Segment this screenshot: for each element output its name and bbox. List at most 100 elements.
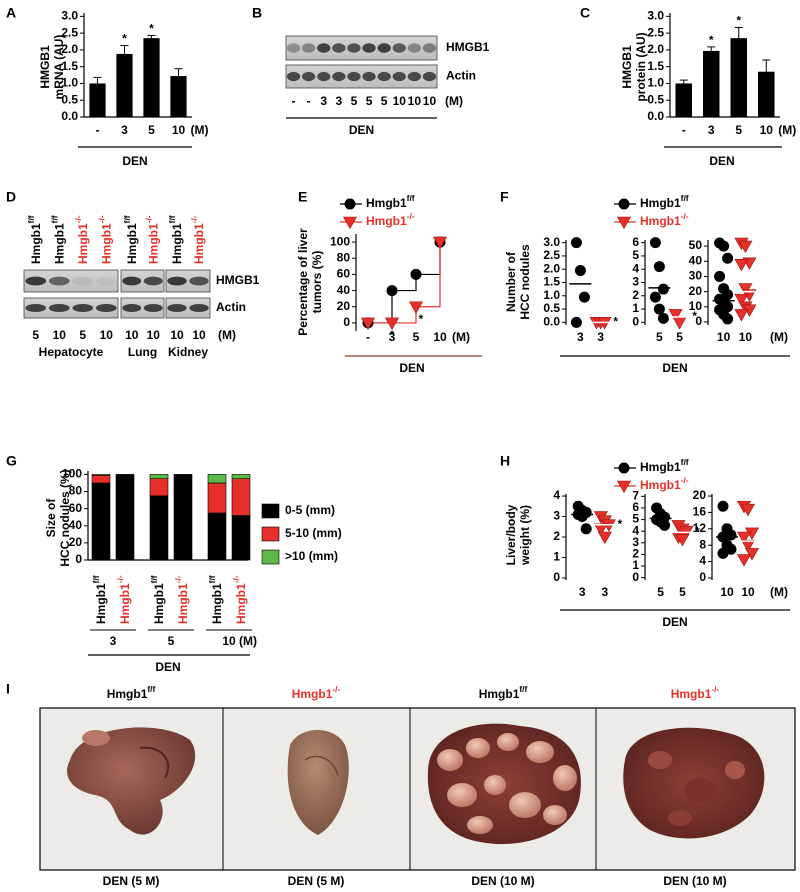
genotype-superscript: -/- — [711, 684, 719, 694]
legend-marker — [618, 462, 630, 474]
genotype-name: Hmgb1 — [52, 223, 66, 264]
point — [597, 317, 612, 330]
genotype-name: Hmgb1 — [640, 478, 681, 492]
y-tick-label: 4 — [553, 488, 560, 502]
point — [578, 291, 590, 303]
point — [738, 283, 753, 296]
step-line — [416, 242, 441, 276]
x-tick-label: 5 — [735, 123, 742, 137]
blot-band — [122, 304, 142, 312]
point — [734, 309, 749, 322]
blot-band — [362, 71, 376, 82]
x-tick-label: Hmgb1-/- — [173, 575, 190, 624]
blot-band — [25, 304, 47, 312]
point — [653, 303, 665, 315]
y-tick-label: 3 — [632, 535, 639, 549]
genotype-name: Hmgb1 — [107, 687, 148, 701]
lane-label: 10 — [125, 328, 139, 342]
lane-label: - — [307, 94, 311, 108]
legend-swatch — [261, 526, 280, 542]
lane-genotype: Hmgb1-/- — [73, 215, 90, 264]
y-tick-label: 80 — [337, 250, 351, 264]
point — [570, 237, 582, 249]
blot-band — [95, 276, 117, 286]
lane-label: - — [292, 94, 296, 108]
y-tick-label: 12 — [693, 521, 707, 535]
blot-band — [392, 71, 406, 82]
blot-band — [407, 43, 421, 53]
point — [672, 317, 687, 330]
blot-strip — [165, 297, 211, 319]
y-axis-label: weight (%) — [518, 505, 532, 566]
lane-label: 10 — [53, 328, 67, 342]
y-tick-label: 2 — [632, 547, 639, 561]
point — [717, 547, 729, 559]
y-tick-label: 5 — [632, 248, 639, 262]
genotype-superscript: f/f — [149, 575, 159, 583]
point — [714, 270, 726, 282]
blot-band — [189, 276, 209, 286]
y-tick-label: 60 — [337, 267, 351, 281]
x-unit: (M) — [452, 330, 470, 344]
genotype-name: Hmgb1 — [170, 223, 184, 264]
y-tick-label: 6 — [632, 500, 639, 514]
blot-band — [332, 43, 346, 53]
legend-marker — [344, 198, 356, 210]
y-tick-label: 5 — [632, 512, 639, 526]
blot-band — [377, 43, 391, 53]
y-tick-label: 2 — [553, 529, 560, 543]
y-tick-label: 20 — [337, 299, 351, 313]
blot-band — [286, 71, 301, 82]
blot-band — [143, 304, 163, 312]
point — [736, 531, 752, 545]
bar — [89, 83, 106, 117]
legend-label: Hmgb1f/f — [366, 193, 415, 210]
genotype-superscript: -/- — [681, 475, 689, 485]
legend-label: 5-10 (mm) — [285, 526, 342, 540]
y-tick-label: 50 — [689, 238, 703, 252]
y-tick-label: 4 — [632, 523, 639, 537]
group-label: DEN — [349, 123, 374, 137]
significance-mark: * — [709, 33, 714, 47]
photo-caption: DEN (10 M) — [663, 874, 726, 888]
x-tick-label: 5 — [676, 330, 683, 344]
point — [744, 548, 760, 561]
y-axis-label: Size of — [44, 498, 58, 538]
significance-mark: * — [390, 328, 395, 342]
genotype-name: Hmgb1 — [292, 687, 333, 701]
y-axis-label: HMGB1 — [38, 45, 52, 89]
point — [659, 519, 671, 531]
significance-mark: * — [419, 312, 424, 326]
y-tick-label: 8 — [699, 537, 706, 551]
x-tick-label: Hmgb1f/f — [91, 575, 108, 624]
point — [570, 316, 582, 328]
point — [657, 283, 669, 295]
blot-band — [143, 276, 163, 286]
y-tick-label: 30 — [689, 269, 703, 283]
group-label: Hepatocyte — [39, 345, 104, 359]
genotype-superscript: -/- — [681, 211, 689, 221]
genotype-name: Hmgb1 — [118, 583, 132, 624]
photo-panel — [39, 707, 796, 871]
point — [722, 289, 734, 301]
legend-swatch — [261, 503, 280, 519]
point — [734, 258, 749, 272]
point — [740, 539, 756, 553]
genotype-superscript: -/- — [407, 211, 415, 221]
lane-label: 5 — [351, 94, 358, 108]
y-tick-label: 2.0 — [61, 42, 78, 56]
y-axis-label: Percentage of liver — [296, 228, 310, 336]
group-label: DEN — [155, 660, 180, 674]
point — [649, 291, 661, 303]
y-tick-label: 1.0 — [61, 76, 78, 90]
x-tick-label: 10 — [433, 330, 447, 344]
genotype-name: Hmgb1 — [210, 583, 224, 624]
y-tick-label: 40 — [69, 518, 83, 532]
bar-segment — [207, 512, 227, 561]
panel-letter: A — [6, 5, 16, 21]
y-tick-label: 3 — [553, 509, 560, 523]
legend-marker — [342, 216, 358, 230]
x-unit: (M) — [445, 94, 463, 108]
y-tick-label: 1 — [632, 558, 639, 572]
y-tick-label: 0 — [632, 315, 639, 329]
